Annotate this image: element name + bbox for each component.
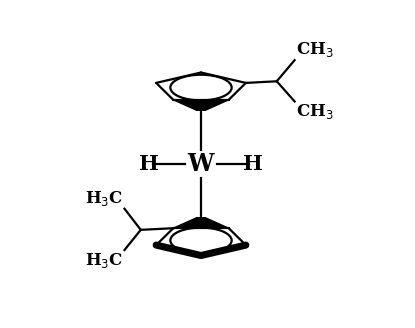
- Text: CH$_3$: CH$_3$: [295, 102, 333, 121]
- Text: CH$_3$: CH$_3$: [295, 40, 333, 59]
- Text: W: W: [188, 152, 214, 176]
- Polygon shape: [173, 218, 229, 228]
- Text: H: H: [139, 154, 159, 174]
- Text: H: H: [244, 154, 263, 174]
- Text: H$_3$C: H$_3$C: [85, 189, 124, 208]
- Text: H$_3$C: H$_3$C: [85, 251, 124, 270]
- Polygon shape: [173, 100, 229, 110]
